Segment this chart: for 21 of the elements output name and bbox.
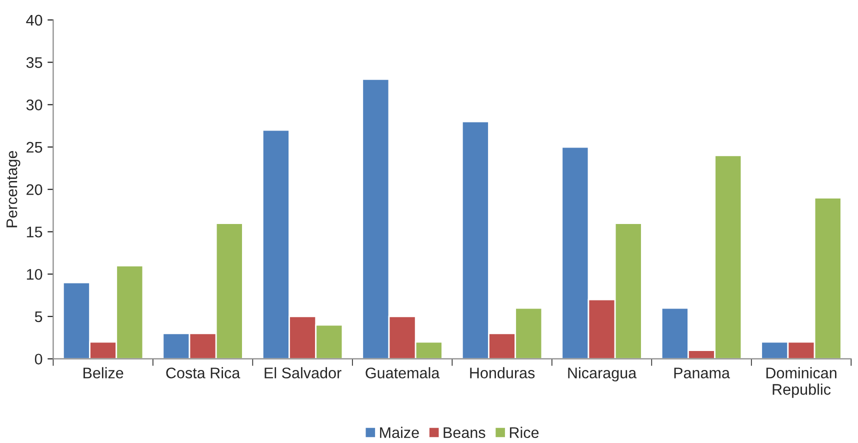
x-tick-label: Costa Rica	[166, 367, 240, 378]
legend-label: Maize	[380, 426, 419, 438]
x-tick-label: Nicaragua	[568, 367, 637, 382]
y-tick-label: 5	[34, 311, 42, 322]
y-tick-label: 10	[26, 268, 42, 280]
y-tick-label: 20	[26, 184, 42, 196]
y-tick-label: 25	[26, 142, 42, 153]
legend-label: Rice	[510, 426, 539, 438]
x-tick-label: Panama	[674, 368, 730, 378]
x-tick-label: Honduras	[470, 367, 535, 378]
legend-label: Beans	[444, 427, 486, 438]
y-tick-label: 30	[26, 100, 42, 110]
y-tick-label: 35	[26, 57, 42, 68]
y-tick-label: 15	[26, 226, 42, 238]
y-axis-title: Percentage	[6, 150, 20, 228]
x-tick-label: Guatemala	[366, 367, 440, 378]
y-tick-label: 0	[34, 354, 42, 365]
x-tick-label: El Salvador	[264, 367, 342, 378]
x-tick-label: Dominican Republic	[766, 367, 836, 398]
y-tick-label: 40	[26, 14, 42, 26]
x-tick-label: Belize	[84, 367, 124, 378]
